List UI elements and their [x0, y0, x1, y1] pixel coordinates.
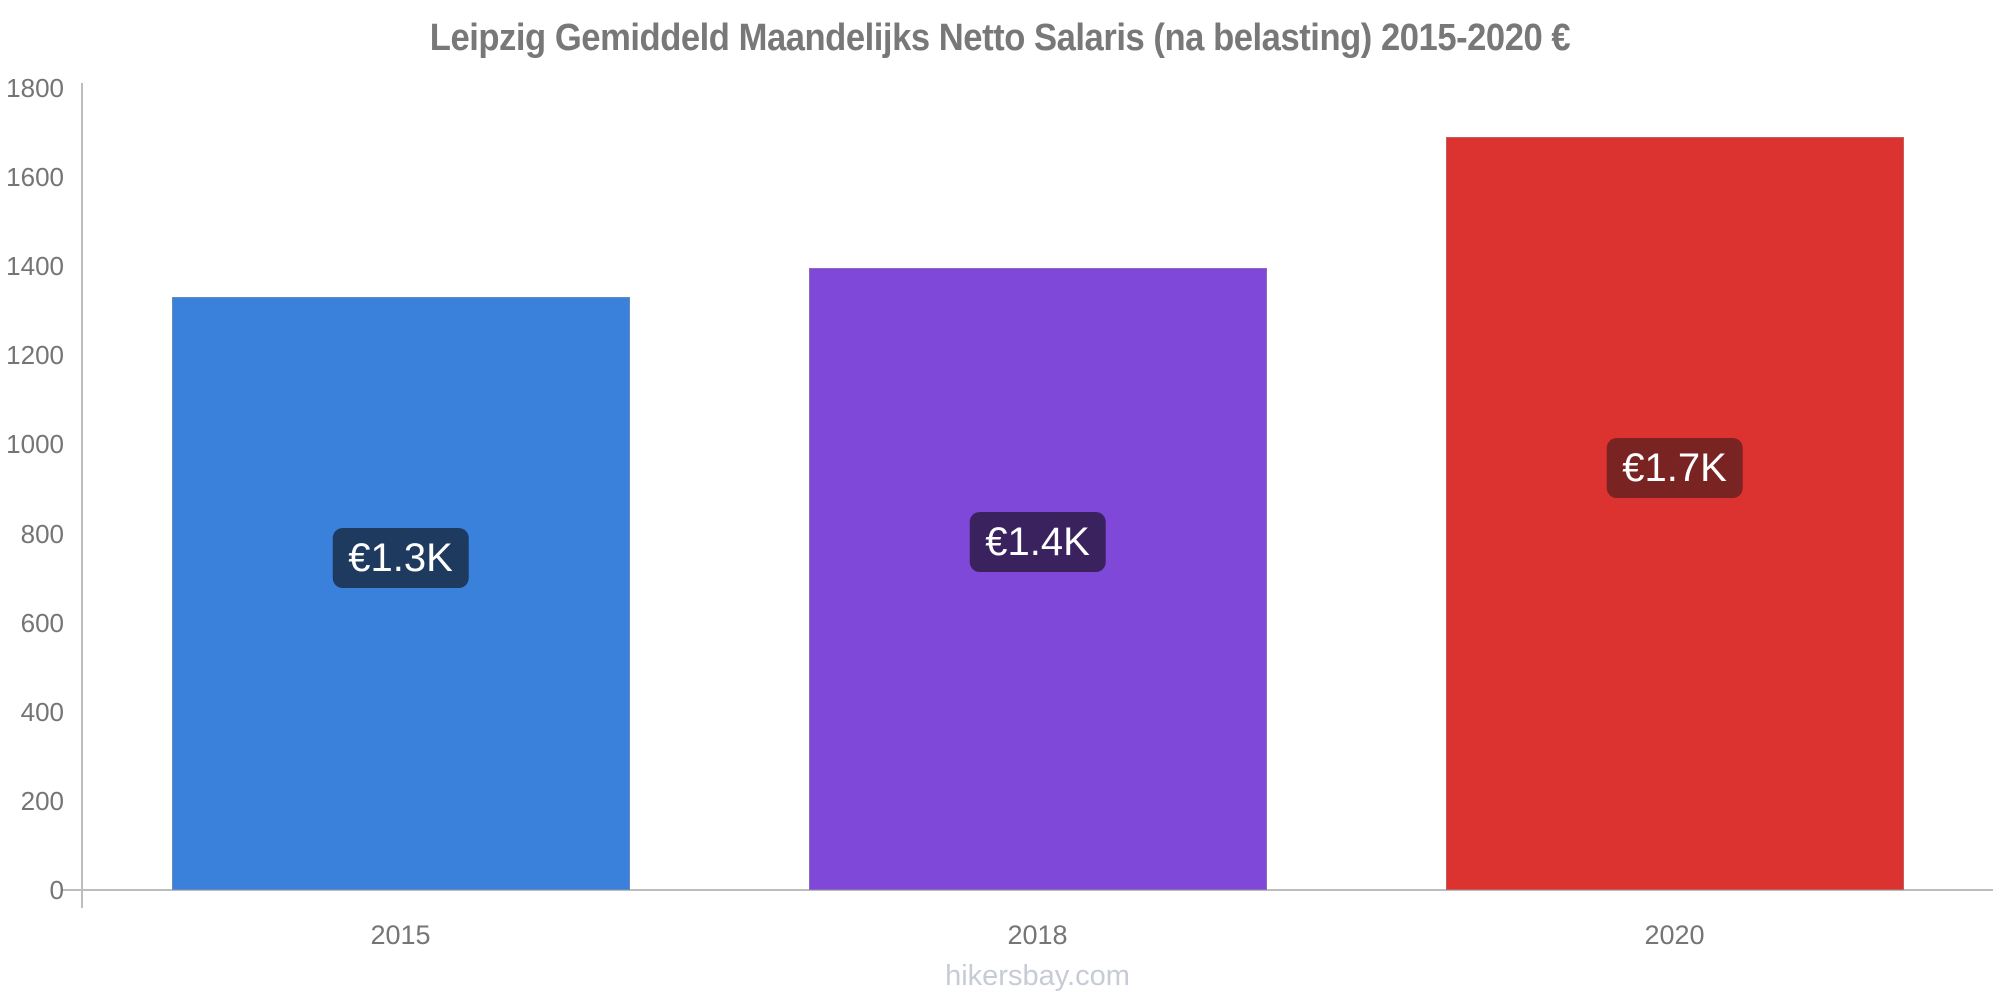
- y-tick-label-400: 400: [20, 696, 64, 727]
- bar-2018[interactable]: [808, 268, 1267, 890]
- bar-value-label-2020: €1.7K: [1606, 438, 1743, 499]
- x-axis-label-2020: 2020: [1644, 920, 1705, 950]
- bar-value-label-2018: €1.4K: [969, 511, 1106, 572]
- bar-2015[interactable]: [171, 297, 630, 890]
- y-tick-label-1800: 1800: [6, 73, 64, 103]
- y-tick-label-200: 200: [20, 785, 64, 816]
- y-tick-label-1000: 1000: [6, 429, 64, 460]
- y-tick-label-800: 800: [20, 518, 64, 549]
- y-axis-line: [81, 83, 83, 908]
- bar-2020[interactable]: [1445, 137, 1904, 890]
- x-axis-label-2018: 2018: [1007, 920, 1068, 950]
- y-tick-label-0: 0: [49, 875, 64, 905]
- bar-value-label-2015: €1.3K: [332, 528, 469, 589]
- x-axis-line: [62, 889, 1993, 891]
- y-tick-label-1600: 1600: [6, 162, 64, 193]
- y-tick-label-1400: 1400: [6, 251, 64, 282]
- watermark: hikersbay.com: [945, 960, 1130, 992]
- x-axis-label-2015: 2015: [370, 920, 431, 950]
- y-tick-label-1200: 1200: [6, 340, 64, 371]
- y-tick-label-600: 600: [20, 607, 64, 638]
- chart-title: Leipzig Gemiddeld Maandelijks Netto Sala…: [429, 17, 1571, 59]
